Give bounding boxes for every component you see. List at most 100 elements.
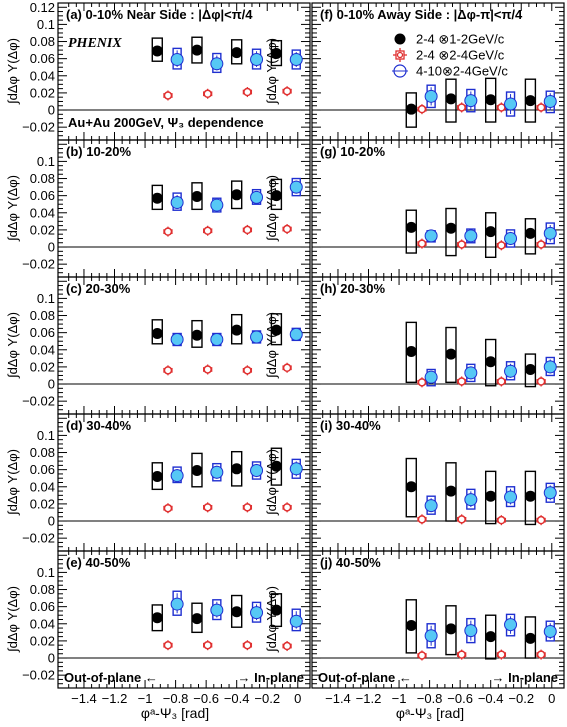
panel-f: (f) 0-10% Away Side : |Δφ-π|<π/4 ∫dΔφ Y(Δ… xyxy=(264,2,565,141)
data-point xyxy=(203,503,212,512)
y-tick-label: 0.1 xyxy=(37,154,55,169)
panel-frame xyxy=(311,139,565,278)
data-point xyxy=(191,613,203,625)
data-point xyxy=(210,333,224,347)
panel-a: −0.02 0 0.02 0.04 0.06 0.08 0.1 0.12 (a) 0-10% N… xyxy=(5,0,311,141)
data-point xyxy=(485,94,497,106)
data-point xyxy=(457,650,466,659)
data-point xyxy=(485,631,497,643)
data-point xyxy=(210,465,224,479)
data-point xyxy=(203,89,212,99)
data-point xyxy=(543,226,557,240)
x-tick-label: −0.2 xyxy=(508,691,534,706)
data-point xyxy=(417,515,427,524)
y-axis-label: ∫dΔφ Y(Δφ) xyxy=(5,449,20,516)
panel-title: (a) 0-10% Near Side : |Δφ|<π/4 xyxy=(66,7,253,22)
panel-d: −0.02 0 0.02 0.04 0.06 0.08 0.1 (d) 30-40% ∫dΔφ … xyxy=(5,413,311,552)
data-point xyxy=(424,370,438,384)
data-point xyxy=(250,190,264,204)
y-axis-label: ∫dΔφ Y(Δφ) xyxy=(5,586,20,653)
y-tick-label: 0.02 xyxy=(30,85,55,100)
data-point xyxy=(524,490,536,502)
y-tick-label: 0.06 xyxy=(30,51,55,66)
panel-title: (h) 20-30% xyxy=(320,281,385,296)
panel-frame xyxy=(311,413,565,552)
data-point xyxy=(243,640,252,650)
y-axis-label: ∫dΔφ Y(Δφ) xyxy=(5,312,20,379)
direction-label-left: Out-of-plane ← xyxy=(64,670,158,685)
y-tick-label: −0.02 xyxy=(22,531,55,546)
data-point xyxy=(445,623,457,635)
data-point xyxy=(250,606,264,620)
direction-label-right: → In-plane xyxy=(238,670,304,685)
panel-frame xyxy=(311,276,565,415)
data-point xyxy=(424,229,438,243)
data-point xyxy=(203,640,212,650)
data-point xyxy=(464,366,478,380)
panel-title: (f) 0-10% Away Side : |Δφ-π|<π/4 xyxy=(320,7,523,22)
y-tick-label: 0.1 xyxy=(37,428,55,443)
x-tick-label: −0.8 xyxy=(163,691,189,706)
panel-c: −0.02 0 0.02 0.04 0.06 0.08 0.1 (c) 20-30% ∫dΔφ … xyxy=(5,276,311,415)
data-point xyxy=(163,366,173,375)
y-axis-label: ∫dΔφ Y(Δφ) xyxy=(264,175,279,242)
data-point xyxy=(504,618,518,632)
y-tick-label: 0.04 xyxy=(30,205,55,220)
data-point xyxy=(457,240,466,249)
data-point xyxy=(250,464,264,478)
data-point xyxy=(270,324,282,336)
direction-label-right: → In-plane xyxy=(492,670,558,685)
data-point xyxy=(417,239,427,248)
data-point xyxy=(524,227,536,239)
panel-g: (g) 10-20% ∫dΔφ Y(Δφ) xyxy=(264,139,565,278)
y-tick-label: 0.02 xyxy=(30,633,55,648)
y-tick-label: −0.02 xyxy=(22,120,55,135)
legend-label: 2-4 ⊗1-2GeV/c xyxy=(416,32,505,47)
data-point xyxy=(191,329,203,341)
data-point xyxy=(497,103,506,112)
data-point xyxy=(289,614,303,628)
data-point xyxy=(151,45,163,57)
data-point xyxy=(270,48,282,60)
sys-box xyxy=(524,218,537,255)
x-tick-label: −1.2 xyxy=(356,691,382,706)
direction-label-left: Out-of-plane ← xyxy=(318,670,412,685)
data-point xyxy=(210,57,224,71)
y-tick-label: 0.04 xyxy=(30,342,55,357)
y-tick-label: 0.06 xyxy=(30,462,55,477)
data-point xyxy=(464,229,478,243)
x-tick-label: −1.2 xyxy=(102,691,128,706)
panel-title: (g) 10-20% xyxy=(320,144,385,159)
y-tick-label: 0 xyxy=(48,240,55,255)
legend-marker xyxy=(396,51,404,59)
data-point xyxy=(405,481,417,493)
data-point xyxy=(231,47,243,59)
y-tick-label: 0.04 xyxy=(30,616,55,631)
x-axis-label-left: φᵃ-Ψ₃ [rad] xyxy=(141,705,209,721)
data-point xyxy=(270,460,282,472)
panel-title: (e) 40-50% xyxy=(66,555,131,570)
data-point xyxy=(191,191,203,203)
y-tick-label: 0.08 xyxy=(30,171,55,186)
data-point xyxy=(524,95,536,107)
data-point xyxy=(270,190,282,202)
data-point xyxy=(536,240,546,249)
data-point xyxy=(504,364,518,378)
y-axis-label: ∫dΔφ Y(Δφ) xyxy=(264,312,279,379)
data-point xyxy=(203,226,212,236)
panel-title: (i) 30-40% xyxy=(320,418,381,433)
legend-label: 4-10⊗2-4GeV/c xyxy=(416,64,508,79)
data-point xyxy=(543,94,557,108)
data-point xyxy=(282,224,292,234)
data-point xyxy=(243,503,252,512)
data-point xyxy=(536,515,546,525)
data-point xyxy=(163,91,173,100)
data-point xyxy=(289,462,303,476)
legend-label: 2-4 ⊗2-4GeV/c xyxy=(416,48,505,63)
y-tick-label: 0.06 xyxy=(30,325,55,340)
panel-h: (h) 20-30% ∫dΔφ Y(Δφ) xyxy=(264,276,565,415)
y-axis-label: ∫dΔφ Y(Δφ) xyxy=(264,586,279,653)
y-tick-label: 0.1 xyxy=(37,17,55,32)
data-point xyxy=(497,515,506,525)
